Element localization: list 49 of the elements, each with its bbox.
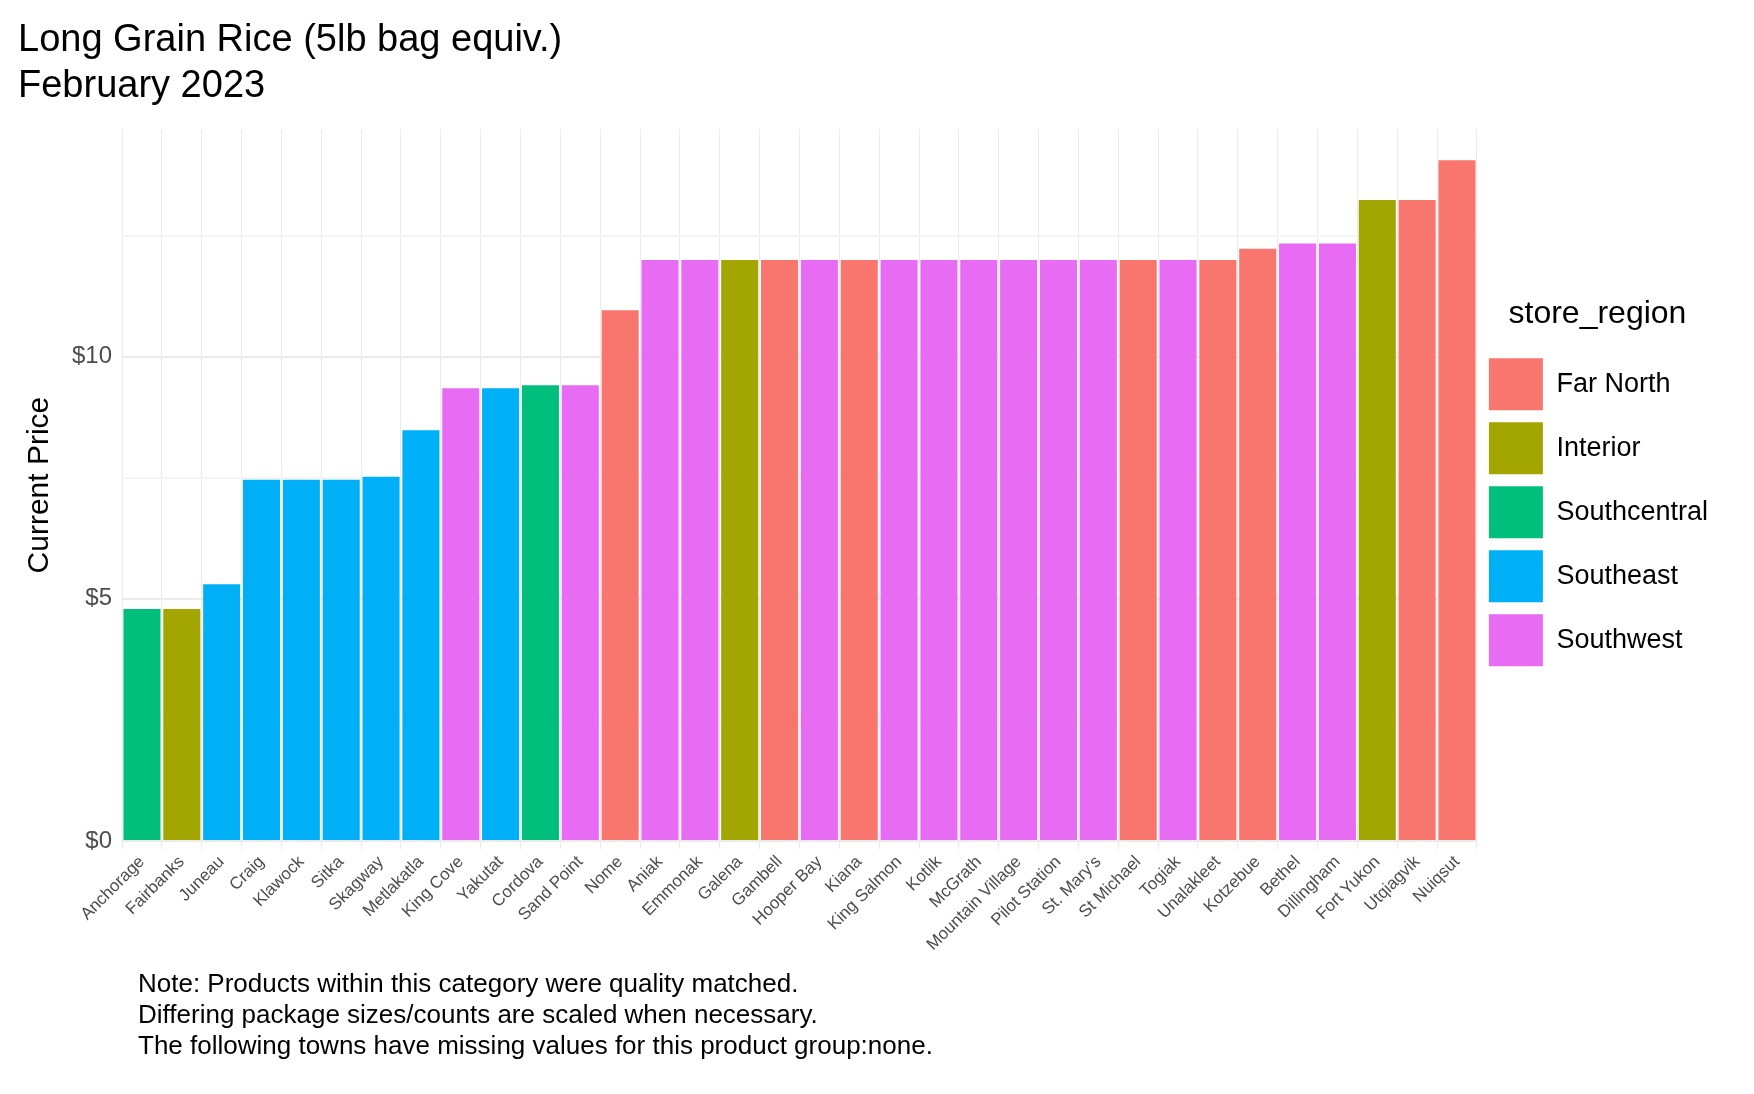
bar: [1199, 259, 1237, 840]
text: Differing package sizes/counts are scaled when necessary.: [138, 999, 819, 1030]
bar: [960, 259, 998, 840]
bar: [561, 385, 599, 840]
legend-label: Southcentral: [1556, 495, 1709, 526]
legend-label: Interior: [1556, 431, 1641, 462]
bar: [1159, 259, 1197, 840]
bar: [282, 479, 320, 840]
text: Note: Products within this category were quality matched.: [138, 968, 800, 999]
y-tick-label: $5: [85, 583, 113, 611]
bar: [840, 259, 878, 840]
bar: [1239, 248, 1277, 840]
bar: [203, 584, 241, 840]
legend-title: store_region: [1508, 293, 1687, 330]
y-tick-label: $0: [85, 825, 113, 853]
legend-label: Far North: [1556, 367, 1671, 398]
text: The following towns have missing values for this product group:none.: [138, 1030, 934, 1061]
bar: [880, 259, 918, 840]
bar: [163, 609, 201, 840]
bar: [1438, 160, 1476, 840]
bar: [123, 609, 161, 840]
bar: [1358, 199, 1396, 840]
y-axis-title: Current Price: [21, 396, 55, 574]
bar: [521, 385, 559, 840]
bar: [1039, 259, 1078, 840]
bar: [641, 259, 679, 840]
bar: [920, 259, 958, 840]
chart-subtitle: February 2023: [18, 62, 266, 105]
y-tick-label: $10: [72, 341, 113, 369]
bar: [1000, 259, 1038, 840]
bar: [601, 310, 639, 840]
bar: [1398, 199, 1436, 840]
bar: [322, 479, 360, 840]
bar: [242, 479, 281, 840]
bar: [721, 259, 759, 840]
bar: [800, 259, 838, 840]
bar: [1119, 259, 1157, 840]
bar: [1318, 243, 1356, 840]
bar: [362, 476, 400, 840]
bar: [761, 259, 799, 840]
bar: [482, 388, 520, 840]
bar: [402, 430, 440, 840]
legend-label: Southeast: [1556, 559, 1679, 590]
chart-title: Long Grain Rice (5lb bag equiv.): [18, 17, 563, 60]
bar: [442, 388, 480, 840]
bar: [1279, 243, 1317, 840]
bar: [681, 259, 719, 840]
bar: [1079, 259, 1117, 840]
legend-label: Southwest: [1556, 623, 1683, 654]
